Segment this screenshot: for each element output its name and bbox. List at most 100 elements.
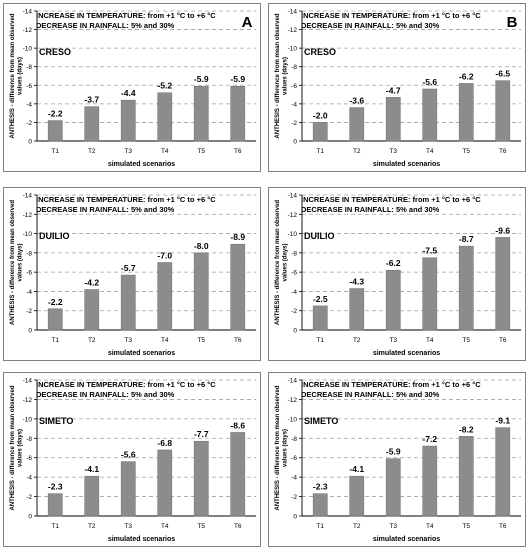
- bar: [157, 262, 173, 331]
- bar: [120, 99, 136, 142]
- bar: [312, 493, 328, 517]
- y-tick-label: -10: [23, 231, 33, 238]
- x-tick-label: T5: [197, 523, 205, 530]
- panel-frame: [268, 3, 526, 172]
- data-label: -5.9: [194, 74, 209, 84]
- y-tick-label: 0: [293, 514, 297, 521]
- x-tick-label: T3: [389, 337, 397, 344]
- x-tick-label: T3: [389, 148, 397, 155]
- header-temperature: INCREASE IN TEMPERATURE: from +1 °C to +…: [36, 11, 216, 20]
- cultivar-label: DUILIO: [304, 231, 335, 241]
- data-label: -6.5: [495, 69, 510, 79]
- x-axis-label: simulated scenarios: [373, 350, 440, 357]
- data-label: -3.6: [349, 96, 364, 106]
- data-label: -5.9: [230, 74, 245, 84]
- y-tick-label: -8: [291, 436, 297, 443]
- x-tick-label: T3: [389, 523, 397, 530]
- bar: [385, 458, 401, 517]
- chart-panel-4: 0 -2 -4 -6 -8 -10 -12 -14 INCREASE IN TEMPERATUR…: [268, 187, 526, 361]
- y-tick-label: -14: [288, 9, 298, 16]
- chart-panel-5: 0 -2 -4 -6 -8 -10 -12 -14 INCREASE IN TEMPERATUR…: [3, 372, 261, 547]
- x-tick-label: T1: [316, 523, 324, 530]
- bar: [495, 80, 511, 142]
- x-axis-label: simulated scenarios: [108, 350, 175, 357]
- x-tick-label: T6: [234, 523, 242, 530]
- bar: [422, 445, 438, 517]
- bar: [458, 83, 474, 142]
- y-tick-label: -2: [26, 308, 32, 315]
- y-tick-label: -6: [26, 455, 32, 462]
- data-label: -4.7: [386, 85, 401, 95]
- data-label: -2.2: [48, 109, 63, 119]
- y-tick-label: -4: [291, 475, 297, 482]
- x-tick-label: T3: [124, 523, 132, 530]
- x-tick-label: T3: [124, 148, 132, 155]
- y-tick-label: -4: [26, 101, 32, 108]
- y-tick-label: -8: [26, 64, 32, 71]
- y-tick-label: -2: [291, 494, 297, 501]
- cultivar-label: DUILIO: [39, 231, 70, 241]
- data-label: -5.9: [386, 447, 401, 457]
- data-label: -4.2: [84, 278, 99, 288]
- data-label: -2.5: [313, 294, 328, 304]
- x-tick-label: T2: [88, 337, 96, 344]
- x-tick-label: T2: [88, 523, 96, 530]
- data-label: -2.2: [48, 297, 63, 307]
- bar: [47, 308, 63, 331]
- y-tick-label: -14: [23, 378, 33, 385]
- y-tick-label: -12: [23, 27, 33, 34]
- y-tick-label: 0: [293, 328, 297, 335]
- data-label: -8.7: [459, 234, 474, 244]
- y-axis-label: ANTHESIS - difference from mean observed…: [275, 13, 289, 138]
- data-label: -8.2: [459, 424, 474, 434]
- data-label: -7.7: [194, 429, 209, 439]
- x-tick-label: T3: [124, 337, 132, 344]
- y-tick-label: -8: [26, 436, 32, 443]
- bar: [193, 252, 209, 331]
- x-tick-label: T1: [316, 337, 324, 344]
- header-temperature: INCREASE IN TEMPERATURE: from +1 °C to +…: [301, 380, 481, 389]
- data-label: -7.5: [422, 246, 437, 256]
- header-rainfall: DECREASE IN RAINFALL: 5% and 30%: [36, 205, 175, 214]
- data-label: -5.6: [422, 77, 437, 87]
- y-tick-label: -4: [26, 475, 32, 482]
- bar: [120, 274, 136, 331]
- y-tick-label: -10: [288, 231, 298, 238]
- data-label: -6.2: [459, 71, 474, 81]
- data-label: -9.6: [495, 225, 510, 235]
- panel-letter: B: [507, 14, 518, 31]
- bar: [385, 97, 401, 142]
- data-label: -7.2: [422, 434, 437, 444]
- y-tick-label: -2: [26, 120, 32, 127]
- y-tick-label: -4: [291, 289, 297, 296]
- y-tick-label: -4: [26, 289, 32, 296]
- bar: [230, 243, 246, 331]
- bar: [349, 107, 365, 142]
- bar: [385, 269, 401, 331]
- bar: [47, 493, 63, 517]
- y-tick-label: -10: [288, 416, 298, 423]
- x-tick-label: T6: [499, 148, 507, 155]
- bar: [458, 436, 474, 517]
- x-tick-label: T5: [462, 523, 470, 530]
- y-tick-label: -14: [23, 9, 33, 16]
- x-tick-label: T5: [462, 148, 470, 155]
- x-tick-label: T4: [161, 337, 169, 344]
- header-temperature: INCREASE IN TEMPERATURE: from +1 °C to +…: [301, 11, 481, 20]
- x-tick-label: T4: [426, 523, 434, 530]
- data-label: -5.6: [121, 450, 136, 460]
- bar: [349, 288, 365, 331]
- y-tick-label: 0: [293, 139, 297, 146]
- bar: [230, 85, 246, 142]
- bar: [422, 88, 438, 142]
- bar: [157, 449, 173, 517]
- y-tick-label: -2: [26, 494, 32, 501]
- y-tick-label: 0: [28, 514, 32, 521]
- data-label: -4.1: [349, 464, 364, 474]
- y-axis-label: ANTHESIS - difference from mean observed…: [10, 385, 24, 510]
- y-tick-label: -6: [26, 83, 32, 90]
- cultivar-label: SIMETO: [39, 416, 73, 426]
- cultivar-label: CRESO: [304, 47, 336, 57]
